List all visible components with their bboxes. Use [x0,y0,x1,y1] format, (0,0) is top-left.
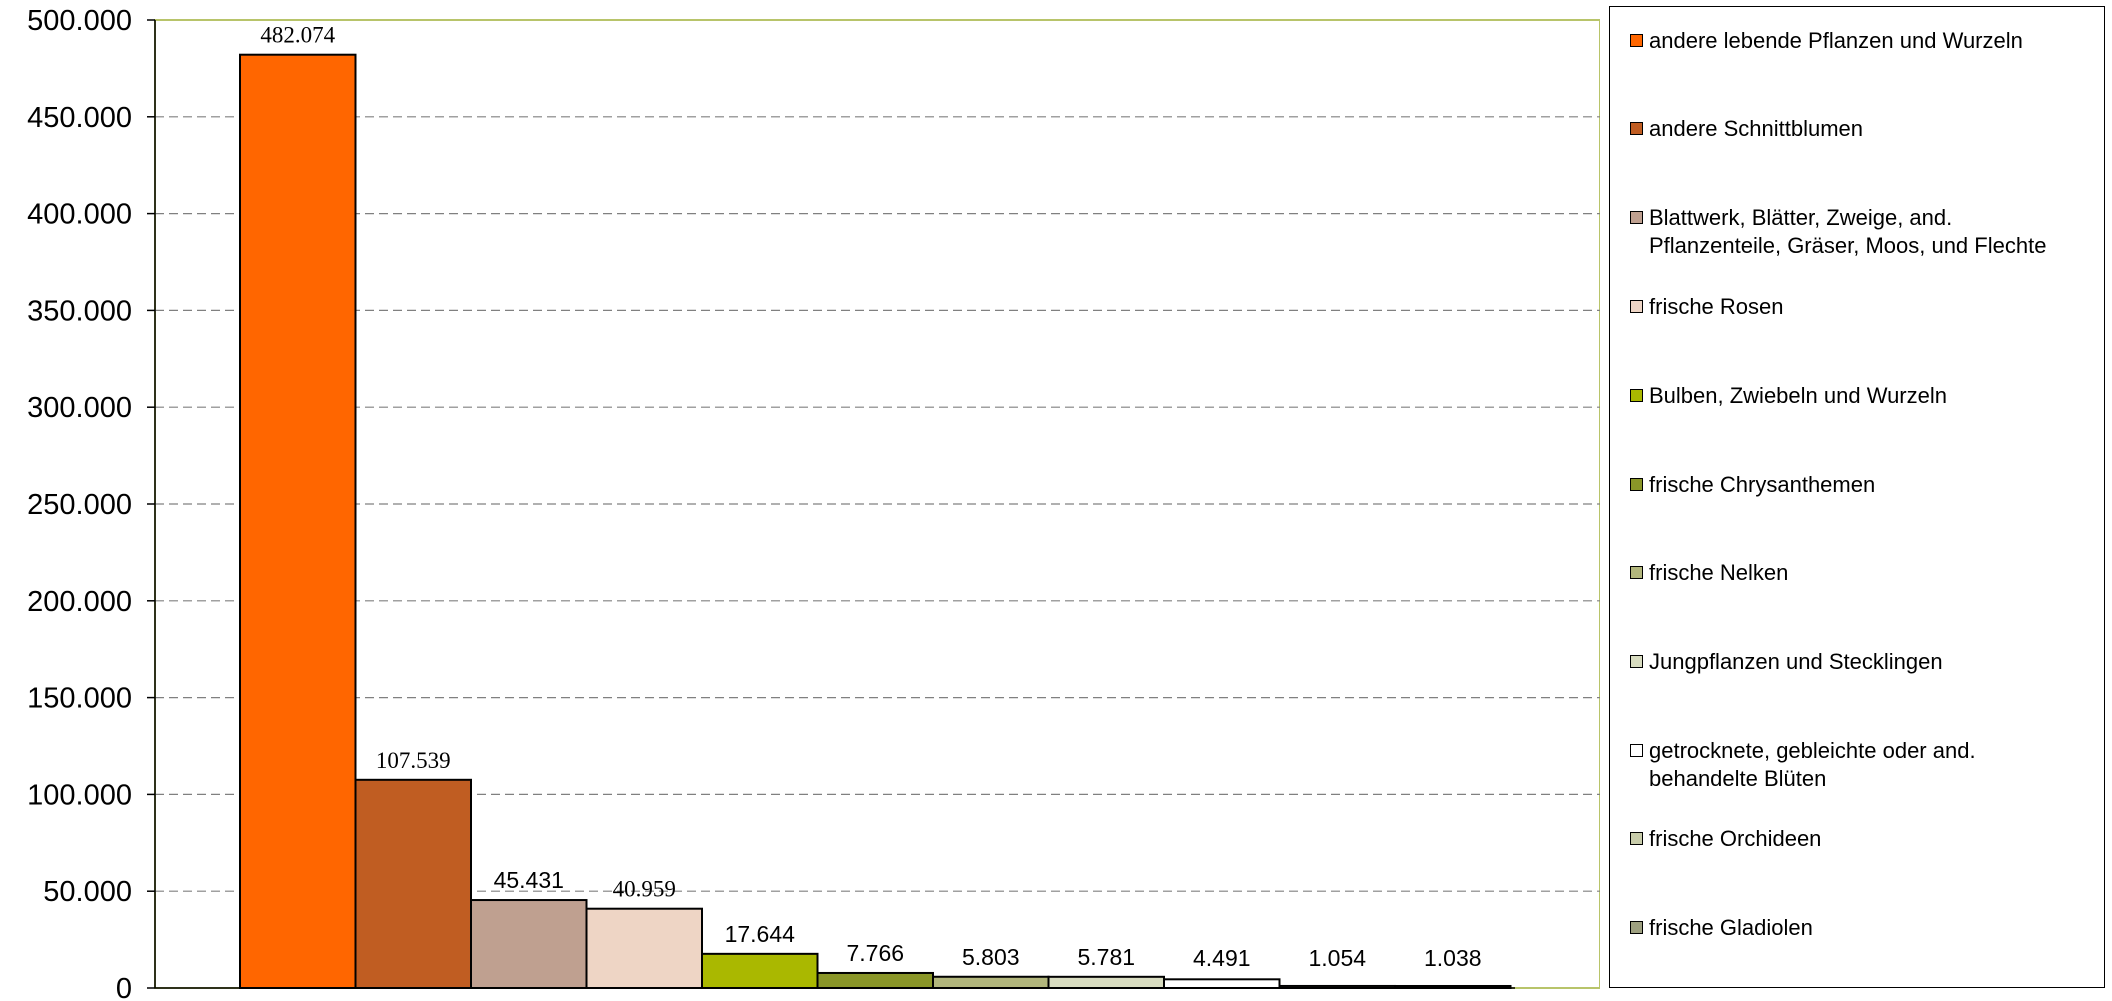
data-label: 5.781 [1077,944,1135,970]
bar-chart: 482.074 107.539 45.431 40.959 17.644 7.766 5.8… [27,5,1600,1001]
bar [239,53,357,990]
y-tick-label: 200.000 [27,586,132,618]
legend-label: getrocknete, gebleichte oder and. behand… [1649,738,1976,791]
legend-swatch [1630,300,1643,313]
legend-item: frische Rosen [1630,293,2100,321]
legend-label: Bulben, Zwiebeln und Wurzeln [1649,383,1947,408]
legend-item: frische Chrysanthemen [1630,471,2100,499]
data-label: 45.431 [494,867,564,893]
legend-item: Jungpflanzen und Stecklingen [1630,648,2100,676]
legend-item: andere Schnittblumen [1630,115,2100,143]
legend-swatch [1630,211,1643,224]
legend-swatch [1630,655,1643,668]
legend-item: Blattwerk, Blätter, Zweige, and. Pflanze… [1630,204,2100,260]
legend-item: frische Nelken [1630,559,2100,587]
y-tick-label: 100.000 [27,779,132,811]
y-tick-label: 50.000 [43,876,132,908]
legend-swatch [1630,832,1643,845]
legend-label: Jungpflanzen und Stecklingen [1649,649,1943,674]
legend-label: Blattwerk, Blätter, Zweige, and. Pflanze… [1649,205,2047,258]
data-label: 1.038 [1424,945,1482,971]
legend-label: frische Rosen [1649,294,1784,319]
y-tick-label: 0 [116,973,132,1001]
y-tick-label: 250.000 [27,489,132,521]
legend-swatch [1630,566,1643,579]
y-tick-label: 150.000 [27,683,132,715]
legend-item: andere lebende Pflanzen und Wurzeln [1630,27,2100,55]
y-tick-label: 450.000 [27,102,132,134]
bar [701,952,819,989]
data-label: 4.491 [1193,945,1251,971]
legend-swatch [1630,389,1643,402]
legend-item: Bulben, Zwiebeln und Wurzeln [1630,382,2100,410]
legend: andere lebende Pflanzen und Wurzeln ander… [1609,6,2105,988]
data-label: 107.539 [376,748,451,773]
legend-swatch [1630,744,1643,757]
legend-label: frische Orchideen [1649,826,1822,851]
legend-label: frische Chrysanthemen [1649,472,1876,497]
data-label: 5.803 [962,944,1020,970]
data-label: 7.766 [846,940,904,966]
y-tick-label: 500.000 [27,5,132,37]
data-label: 40.959 [613,877,676,902]
legend-item: getrocknete, gebleichte oder and. behand… [1630,737,2100,793]
data-label: 482.074 [260,23,335,48]
bar [470,899,588,990]
bar [1047,975,1165,989]
y-tick-label: 350.000 [27,295,132,327]
bar [932,975,1050,989]
bar [816,971,934,990]
legend-item: frische Orchideen [1630,825,2100,853]
y-axis-tick-labels: 0 50.000 100.000 150.000 200.000 250.000 300.0… [27,5,155,1001]
y-tick-label: 300.000 [27,392,132,424]
bar [585,907,703,989]
data-label: 17.644 [725,921,796,947]
legend-swatch [1630,478,1643,491]
data-labels: 482.074 107.539 45.431 40.959 17.644 7.766 5.8… [260,23,1481,971]
legend-item: frische Gladiolen [1630,914,2100,942]
legend-label: andere Schnittblumen [1649,116,1864,141]
y-tick-label: 400.000 [27,199,132,231]
bar [354,778,472,990]
legend-swatch [1630,34,1643,47]
data-label: 1.054 [1308,945,1366,971]
legend-label: frische Gladiolen [1649,915,1813,940]
legend-swatch [1630,921,1643,934]
legend-swatch [1630,122,1643,135]
legend-label: frische Nelken [1649,560,1789,585]
legend-label: andere lebende Pflanzen und Wurzeln [1649,28,2023,53]
bars [239,53,1512,990]
bar [1163,978,1281,989]
